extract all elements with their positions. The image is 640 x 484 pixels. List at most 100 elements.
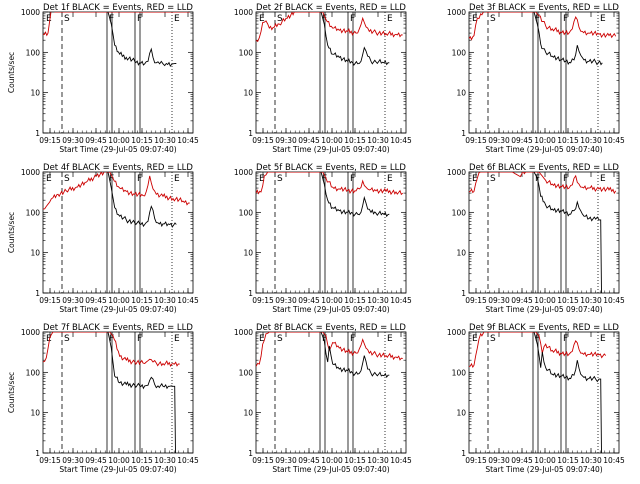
x-tick-label: 10:00 [321, 456, 343, 465]
marker-label: S [277, 14, 283, 24]
y-tick-label: 1 [461, 129, 466, 138]
x-tick-label: 10:15 [344, 456, 366, 465]
marker-label: E [600, 14, 606, 24]
lld-series-line [469, 172, 617, 195]
x-tick-label: 10:15 [131, 456, 153, 465]
chart-title: Det 1f BLACK = Events, RED = LLD [43, 3, 193, 13]
marker-label: E [46, 334, 52, 344]
marker-label: E [174, 334, 180, 344]
y-tick-label: 1 [35, 449, 40, 458]
marker-label: E [46, 14, 52, 24]
marker-label: F [137, 174, 142, 184]
events-series-line [107, 332, 176, 453]
marker-label: F [322, 334, 327, 344]
marker-label: F [563, 174, 568, 184]
y-tick-label: 1000 [234, 8, 253, 17]
chart-panel-7: Det 7f BLACK = Events, RED = LLD 1 10 100 10… [7, 323, 199, 474]
x-tick-label: 09:30 [62, 296, 84, 305]
x-tick-label: 09:15 [39, 296, 61, 305]
x-tick-label: 09:30 [275, 456, 297, 465]
marker-label: S [490, 334, 496, 344]
chart-panel-6: Det 6f BLACK = Events, RED = LLD 1 10 100 10… [447, 163, 625, 314]
marker-label: E [174, 174, 180, 184]
marker-label: E [600, 334, 606, 344]
y-tick-label: 1 [248, 129, 253, 138]
x-axis-label: Start Time (29-Jul-05 09:07:40) [485, 305, 602, 314]
y-tick-label: 100 [452, 368, 467, 377]
marker-label: E [387, 14, 393, 24]
x-tick-label: 10:45 [603, 456, 625, 465]
chart-title: Det 7f BLACK = Events, RED = LLD [43, 323, 193, 333]
y-tick-label: 10 [456, 89, 466, 98]
events-series-line [320, 172, 390, 218]
lld-series-line [43, 172, 190, 210]
chart-title: Det 4f BLACK = Events, RED = LLD [43, 163, 193, 173]
chart-panel-2: Det 2f BLACK = Events, RED = LLD 1 10 100 10… [234, 3, 412, 154]
marker-label: E [259, 14, 265, 24]
x-tick-label: 09:30 [488, 456, 510, 465]
x-tick-label: 10:45 [603, 136, 625, 145]
y-tick-label: 100 [239, 368, 254, 377]
x-tick-label: 10:15 [557, 296, 579, 305]
y-tick-label: 1000 [447, 328, 466, 337]
x-tick-label: 09:30 [275, 136, 297, 145]
x-tick-label: 10:30 [367, 296, 389, 305]
events-series-line [107, 12, 177, 68]
marker-label: E [472, 174, 478, 184]
y-tick-label: 10 [243, 249, 253, 258]
y-tick-label: 10 [243, 409, 253, 418]
x-tick-label: 09:15 [465, 136, 487, 145]
marker-label: E [46, 174, 52, 184]
events-series-line [533, 172, 602, 293]
events-series-line [533, 12, 603, 66]
marker-label: F [350, 14, 355, 24]
x-tick-label: 10:45 [390, 136, 412, 145]
y-tick-label: 1000 [234, 168, 253, 177]
y-tick-label: 1000 [21, 8, 40, 17]
chart-panel-3: Det 3f BLACK = Events, RED = LLD 1 10 100 10… [447, 3, 625, 154]
x-tick-label: 10:30 [580, 136, 602, 145]
chart-panel-8: Det 8f BLACK = Events, RED = LLD 1 10 100 10… [234, 323, 412, 474]
chart-title: Det 2f BLACK = Events, RED = LLD [256, 3, 406, 13]
y-tick-label: 100 [26, 368, 41, 377]
marker-label: F [109, 334, 114, 344]
marker-label: F [350, 334, 355, 344]
chart-panel-5: Det 5f BLACK = Events, RED = LLD 1 10 100 10… [234, 163, 412, 314]
x-tick-label: 10:45 [177, 136, 199, 145]
marker-label: E [259, 334, 265, 344]
y-tick-label: 1000 [447, 8, 466, 17]
x-axis-label: Start Time (29-Jul-05 09:07:40) [272, 305, 389, 314]
x-tick-label: 09:15 [39, 456, 61, 465]
y-tick-label: 10 [243, 89, 253, 98]
x-tick-label: 10:15 [344, 136, 366, 145]
x-tick-label: 10:00 [108, 136, 130, 145]
marker-label: E [472, 334, 478, 344]
events-series-line [533, 332, 602, 453]
y-tick-label: 1000 [447, 168, 466, 177]
x-tick-label: 09:45 [85, 296, 107, 305]
plot-frame [255, 11, 407, 134]
x-tick-label: 09:45 [511, 456, 533, 465]
chart-title: Det 5f BLACK = Events, RED = LLD [256, 163, 406, 173]
x-axis-label: Start Time (29-Jul-05 09:07:40) [485, 145, 602, 154]
x-tick-label: 10:45 [603, 296, 625, 305]
x-tick-label: 09:30 [488, 136, 510, 145]
marker-label: E [472, 14, 478, 24]
chart-title: Det 8f BLACK = Events, RED = LLD [256, 323, 406, 333]
lld-series-line [469, 12, 617, 41]
y-tick-label: 100 [452, 48, 467, 57]
plot-frame [42, 171, 194, 294]
marker-label: S [490, 174, 496, 184]
x-tick-label: 09:15 [465, 296, 487, 305]
marker-label: F [109, 174, 114, 184]
y-tick-label: 100 [239, 48, 254, 57]
x-tick-label: 10:30 [367, 456, 389, 465]
x-tick-label: 09:15 [252, 456, 274, 465]
plot-frame [255, 171, 407, 294]
x-tick-label: 10:30 [367, 136, 389, 145]
y-tick-label: 1000 [234, 328, 253, 337]
marker-label: S [64, 334, 70, 344]
x-tick-label: 09:30 [275, 296, 297, 305]
